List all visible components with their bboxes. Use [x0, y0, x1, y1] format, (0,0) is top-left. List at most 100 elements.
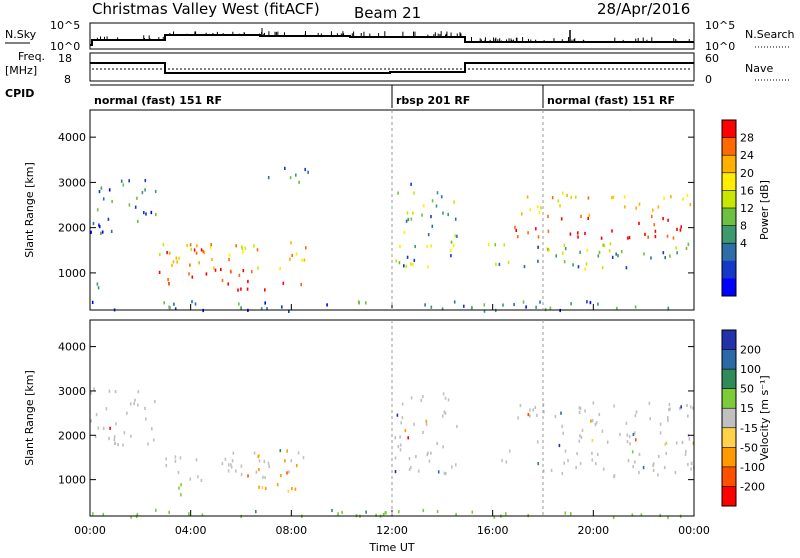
range-gate-cell [536, 440, 539, 444]
range-gate-cell [634, 413, 637, 418]
range-gate-cell [562, 431, 564, 435]
range-gate-cell [114, 390, 117, 394]
range-gate-cell [165, 457, 167, 461]
y-tick-label: 4000 [58, 131, 86, 144]
noise-sky-trace [90, 34, 694, 46]
range-gate-cell [238, 273, 241, 277]
range-gate-cell [202, 249, 205, 254]
range-gate-cell [456, 424, 458, 429]
range-gate-cell [427, 451, 429, 455]
range-gate-cell [685, 449, 687, 453]
range-gate-cell [171, 263, 173, 267]
range-gate-cell [178, 256, 180, 260]
range-gate-cell [584, 231, 586, 236]
range-gate-cell [690, 461, 693, 465]
y-tick-label: 2000 [58, 429, 86, 442]
range-gate-cell [235, 244, 237, 248]
range-gate-cell [240, 287, 242, 291]
range-gate-cell [436, 191, 439, 195]
range-gate-cell [563, 260, 566, 264]
range-gate-cell [256, 248, 259, 252]
range-gate-cell [632, 465, 634, 469]
range-gate-cell [382, 512, 385, 517]
range-gate-cell [591, 451, 593, 455]
range-gate-cell [537, 235, 540, 239]
range-gate-cell [483, 309, 486, 313]
range-gate-cell [680, 405, 682, 409]
range-gate-cell [287, 489, 290, 493]
x-tick-label: 04:00 [175, 524, 207, 537]
range-gate-cell [228, 258, 230, 262]
range-gate-cell [452, 243, 455, 247]
range-gate-cell [659, 431, 662, 435]
range-gate-cell [93, 387, 95, 391]
range-gate-cell [436, 509, 439, 514]
range-gate-cell [264, 486, 267, 491]
range-gate-cell [667, 418, 669, 423]
range-gate-cell [525, 305, 527, 309]
range-gate-cell [405, 219, 408, 223]
range-gate-cell [584, 409, 586, 413]
range-gate-cell [413, 258, 416, 262]
range-gate-cell [580, 435, 583, 439]
range-gate-cell [186, 243, 188, 247]
range-gate-cell [626, 433, 629, 437]
range-gate-cell [294, 487, 297, 491]
range-gate-cell [290, 459, 293, 463]
range-gate-cell [240, 464, 243, 468]
colorbar-swatch [722, 349, 736, 370]
range-gate-cell [152, 438, 155, 442]
power-cells [90, 166, 692, 313]
range-gate-cell [122, 183, 125, 187]
range-gate-cell [575, 195, 577, 199]
colorbar-tick-label: 15 [740, 402, 754, 415]
range-gate-cell [570, 302, 572, 306]
noise-left-label: N.Sky [5, 28, 37, 41]
range-gate-cell [586, 248, 589, 252]
range-gate-cell [629, 442, 631, 446]
range-gate-cell [197, 475, 199, 479]
range-gate-cell [96, 208, 99, 212]
range-gate-cell [191, 300, 193, 304]
range-gate-cell [307, 170, 309, 174]
range-gate-cell [258, 485, 260, 489]
range-gate-cell [504, 512, 507, 516]
range-gate-cell [612, 515, 615, 519]
range-gate-cell [205, 272, 208, 276]
range-gate-cell [201, 513, 204, 517]
range-gate-cell [117, 443, 119, 447]
range-gate-cell [144, 406, 146, 410]
range-gate-cell [628, 236, 631, 240]
range-gate-cell [664, 256, 666, 260]
range-gate-cell [598, 250, 601, 254]
range-gate-cell [177, 471, 180, 475]
range-gate-cell [303, 258, 306, 262]
range-gate-cell [224, 457, 227, 461]
cpid-segments: normal (fast) 151 RF rbsp 201 RF normal (f… [94, 85, 675, 108]
range-gate-cell [130, 515, 132, 519]
range-gate-cell [263, 459, 266, 464]
range-gate-cell [430, 215, 432, 219]
noise-spikes [96, 28, 690, 42]
velocity-yticks: 1000 2000 3000 4000 [58, 341, 694, 487]
noise-right-label: N.Search [745, 28, 795, 41]
colorbar-tick-label: 16 [740, 184, 754, 197]
range-gate-cell [580, 214, 582, 218]
range-gate-cell [442, 445, 444, 449]
range-gate-cell [144, 188, 146, 192]
range-gate-cell [471, 306, 473, 310]
range-gate-cell [178, 486, 180, 490]
range-gate-cell [395, 259, 397, 263]
range-gate-cell [657, 454, 660, 458]
time-markers [391, 110, 544, 516]
range-gate-cell [242, 250, 244, 254]
range-gate-cell [257, 266, 259, 270]
range-gate-cell [529, 208, 531, 212]
range-gate-cell [90, 230, 92, 234]
range-gate-cell [643, 252, 645, 256]
range-gate-cell [515, 228, 517, 232]
range-gate-cell [375, 513, 377, 517]
range-gate-cell [143, 211, 145, 215]
range-gate-cell [384, 511, 387, 515]
range-gate-cell [635, 438, 637, 442]
